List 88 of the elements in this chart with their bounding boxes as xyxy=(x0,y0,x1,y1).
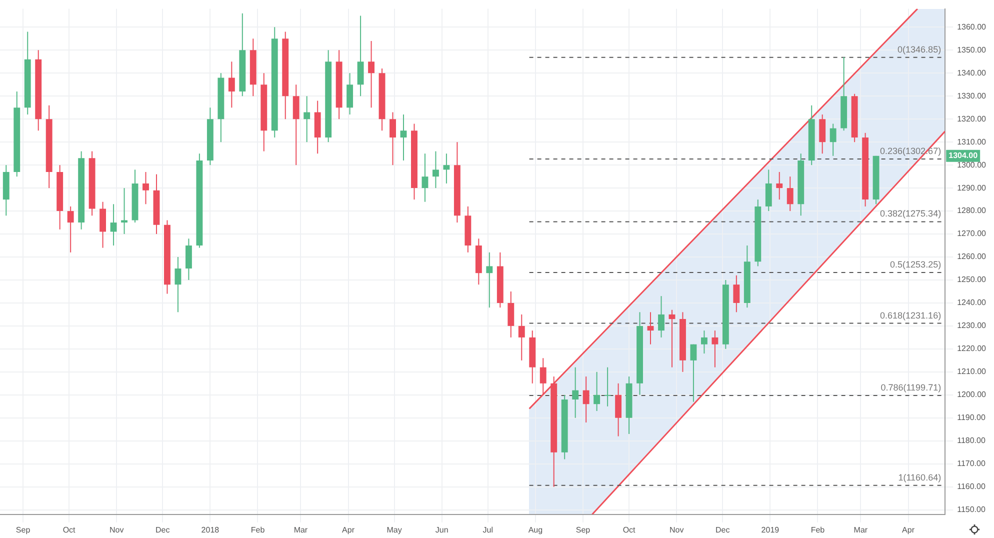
candlestick xyxy=(110,204,117,246)
candlestick xyxy=(292,84,300,166)
ref-line-label: 0.786(1199.71) xyxy=(880,382,942,393)
y-tick-label: 1150.00 xyxy=(957,505,986,514)
candlestick xyxy=(357,15,364,97)
ref-line-label: 0.618(1231.16) xyxy=(880,310,942,320)
x-tick-label: 2018 xyxy=(201,525,220,534)
y-tick-label: 1190.00 xyxy=(957,413,986,422)
y-tick-label: 1250.00 xyxy=(957,275,987,284)
x-tick-label: Dec xyxy=(156,525,170,534)
ref-line-label: 0.382(1275.34) xyxy=(880,208,942,219)
x-tick-label: Jun xyxy=(435,525,448,534)
ref-line-label: 0.5(1253.25) xyxy=(890,260,942,270)
x-tick-label: Nov xyxy=(669,525,684,534)
candlestick xyxy=(518,314,525,361)
y-tick-label: 1220.00 xyxy=(957,344,987,354)
candlestick xyxy=(582,376,590,423)
x-tick-label: Nov xyxy=(109,525,124,534)
candlestick xyxy=(830,123,836,156)
candlestick xyxy=(185,238,192,280)
candlestick xyxy=(228,61,235,108)
x-tick-label: 2019 xyxy=(761,525,780,534)
y-tick-label: 1170.00 xyxy=(957,459,986,468)
x-tick-label: Apr xyxy=(342,525,355,534)
y-tick-label: 1270.00 xyxy=(957,229,987,238)
candlestick xyxy=(658,296,664,338)
x-tick-label: Sep xyxy=(576,525,591,534)
x-tick-label: Dec xyxy=(716,525,730,534)
x-tick-label: Feb xyxy=(250,525,266,534)
y-tick-label: 1300.00 xyxy=(957,160,987,170)
y-tick-label: 1230.00 xyxy=(957,321,987,330)
candlestick xyxy=(712,330,718,368)
candlestick xyxy=(776,171,783,200)
candlestick xyxy=(174,256,182,313)
y-tick-label: 1240.00 xyxy=(957,298,987,308)
y-tick-label: 1290.00 xyxy=(957,183,987,192)
annotation: 1304.00 xyxy=(948,151,978,160)
x-tick-label: Sep xyxy=(16,525,31,534)
candlestick xyxy=(733,274,740,313)
ref-line-label: 0(1346.85) xyxy=(898,44,942,54)
y-tick-label: 1350.00 xyxy=(957,45,987,54)
y-tick-label: 1320.00 xyxy=(957,114,987,124)
ref-line-label: 1(1160.64) xyxy=(898,472,942,482)
candlestick xyxy=(400,114,407,161)
candlestick xyxy=(432,150,439,189)
y-tick-label: 1260.00 xyxy=(957,252,987,262)
x-tick-label: Mar xyxy=(854,525,868,534)
x-tick-label: May xyxy=(386,525,402,534)
x-tick-label: Oct xyxy=(622,525,636,534)
candlestick xyxy=(690,344,697,402)
x-tick-label: Apr xyxy=(902,525,915,534)
candlestick xyxy=(540,358,546,396)
candlestick xyxy=(786,176,794,212)
candlestick xyxy=(100,201,106,248)
y-tick-label: 1280.00 xyxy=(957,206,987,216)
candlestick xyxy=(615,382,622,437)
y-tick-label: 1210.00 xyxy=(957,367,987,376)
y-tick-label: 1340.00 xyxy=(957,68,987,78)
y-tick-label: 1160.00 xyxy=(957,482,986,492)
y-tick-label: 1360.00 xyxy=(957,22,987,32)
candlestick xyxy=(572,366,579,418)
candlestick xyxy=(67,206,74,253)
candlestick xyxy=(422,153,428,202)
y-tick-label: 1310.00 xyxy=(957,137,987,146)
candlestick xyxy=(142,171,149,205)
candlestick xyxy=(304,96,310,143)
y-tick-label: 1180.00 xyxy=(957,436,986,446)
x-tick-label: Oct xyxy=(62,525,76,534)
candlestick xyxy=(594,371,600,412)
candlestick xyxy=(700,330,708,354)
candlestick xyxy=(368,40,375,108)
candlestick xyxy=(346,72,354,116)
candlestick xyxy=(819,114,826,154)
x-tick-label: Aug xyxy=(528,525,543,534)
candlestick xyxy=(765,169,772,212)
candlestick xyxy=(390,112,396,166)
x-tick-label: Jul xyxy=(482,525,494,534)
candlestick xyxy=(443,153,450,184)
candlestick xyxy=(668,309,676,368)
candlestick xyxy=(486,252,493,308)
candlestick xyxy=(604,366,611,407)
candlestick xyxy=(121,188,128,235)
x-tick-label: Mar xyxy=(294,525,308,534)
candlestick xyxy=(647,312,654,345)
x-tick-label: Feb xyxy=(810,525,826,534)
y-tick-label: 1200.00 xyxy=(957,390,987,400)
candlestick xyxy=(508,290,514,338)
y-tick-label: 1330.00 xyxy=(957,91,987,100)
